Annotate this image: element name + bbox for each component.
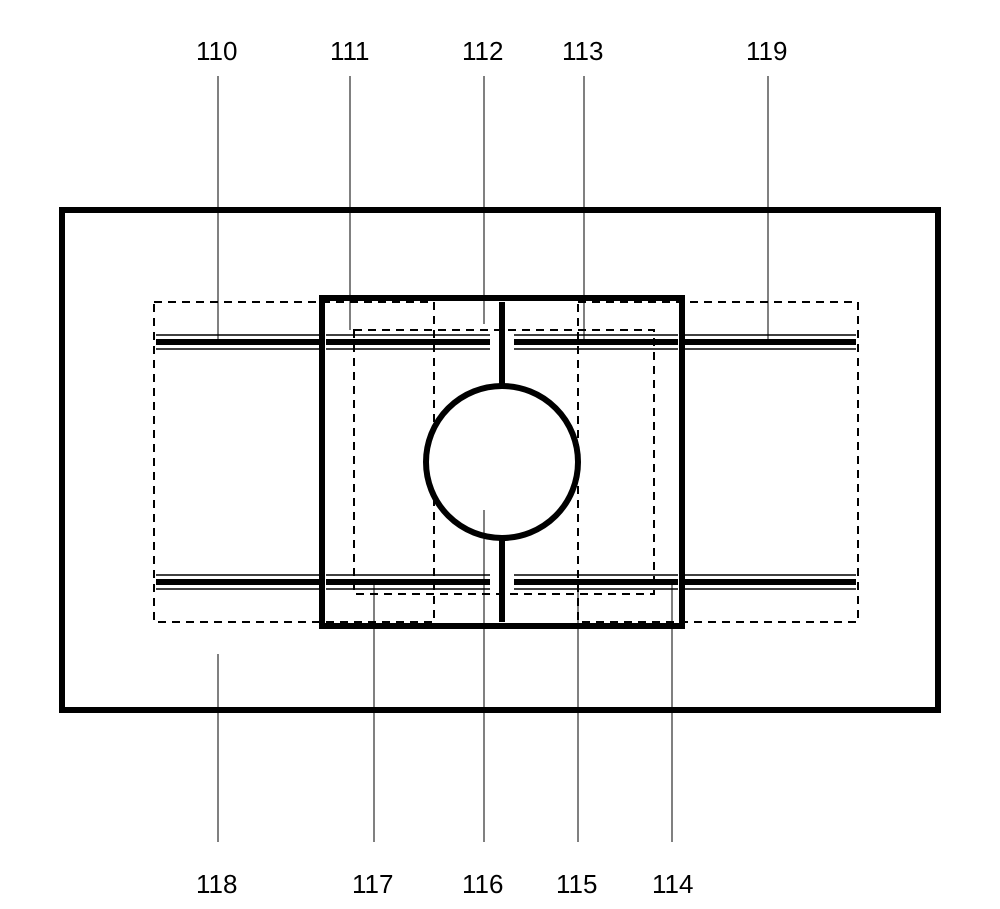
label-112: 112 bbox=[462, 36, 503, 67]
label-118: 118 bbox=[196, 869, 237, 900]
label-116: 116 bbox=[462, 869, 503, 900]
diagram-canvas bbox=[0, 0, 1000, 909]
label-114: 114 bbox=[652, 869, 693, 900]
label-119: 119 bbox=[746, 36, 787, 67]
dashed-region-left bbox=[154, 302, 434, 622]
label-110: 110 bbox=[196, 36, 237, 67]
center-circle bbox=[426, 386, 578, 538]
dashed-region-right bbox=[578, 302, 858, 622]
label-113: 113 bbox=[562, 36, 603, 67]
label-117: 117 bbox=[352, 869, 393, 900]
label-115: 115 bbox=[556, 869, 597, 900]
label-111: 111 bbox=[330, 36, 370, 67]
